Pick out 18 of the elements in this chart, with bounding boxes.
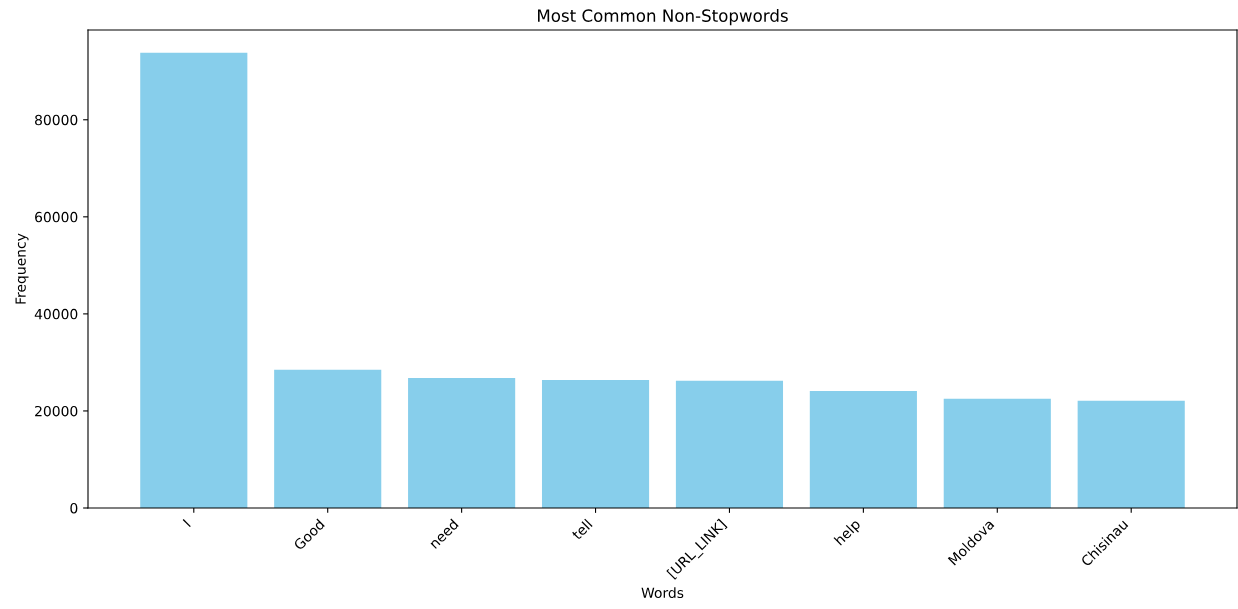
bar <box>675 380 784 508</box>
y-tick-label: 20000 <box>35 405 78 417</box>
x-axis-title: Words <box>641 587 684 599</box>
bar <box>943 398 1051 508</box>
x-tick-label: I <box>182 518 191 528</box>
y-tick-label: 60000 <box>35 211 78 223</box>
y-tick-label: 80000 <box>35 114 78 126</box>
y-tick-label: 0 <box>70 502 78 514</box>
bar <box>408 377 516 508</box>
bar <box>809 391 917 508</box>
bar <box>1077 400 1185 508</box>
bar <box>274 369 382 508</box>
y-tick-label: 40000 <box>34 308 78 320</box>
bar <box>541 379 650 508</box>
bar <box>140 52 248 508</box>
x-tick-label: tell <box>570 518 593 541</box>
y-axis-title: Frequency <box>15 233 29 304</box>
chart-title: Most Common Non-Stopwords <box>538 9 788 26</box>
